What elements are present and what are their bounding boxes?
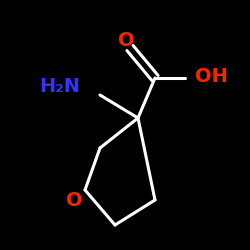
Text: O: O <box>118 30 134 50</box>
Text: H₂N: H₂N <box>39 78 80 96</box>
Text: O: O <box>66 190 82 210</box>
Text: OH: OH <box>195 66 228 86</box>
